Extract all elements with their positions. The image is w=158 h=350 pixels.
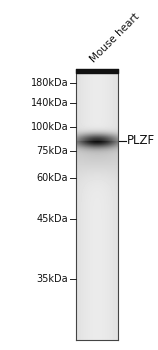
Text: 45kDa: 45kDa (37, 214, 68, 224)
Text: 180kDa: 180kDa (31, 78, 68, 88)
Text: Mouse heart: Mouse heart (88, 11, 141, 64)
Text: 75kDa: 75kDa (37, 146, 68, 156)
Text: 100kDa: 100kDa (31, 122, 68, 132)
Text: 35kDa: 35kDa (37, 274, 68, 284)
Text: 140kDa: 140kDa (31, 98, 68, 108)
Text: PLZF: PLZF (126, 134, 155, 147)
Text: 60kDa: 60kDa (37, 173, 68, 183)
